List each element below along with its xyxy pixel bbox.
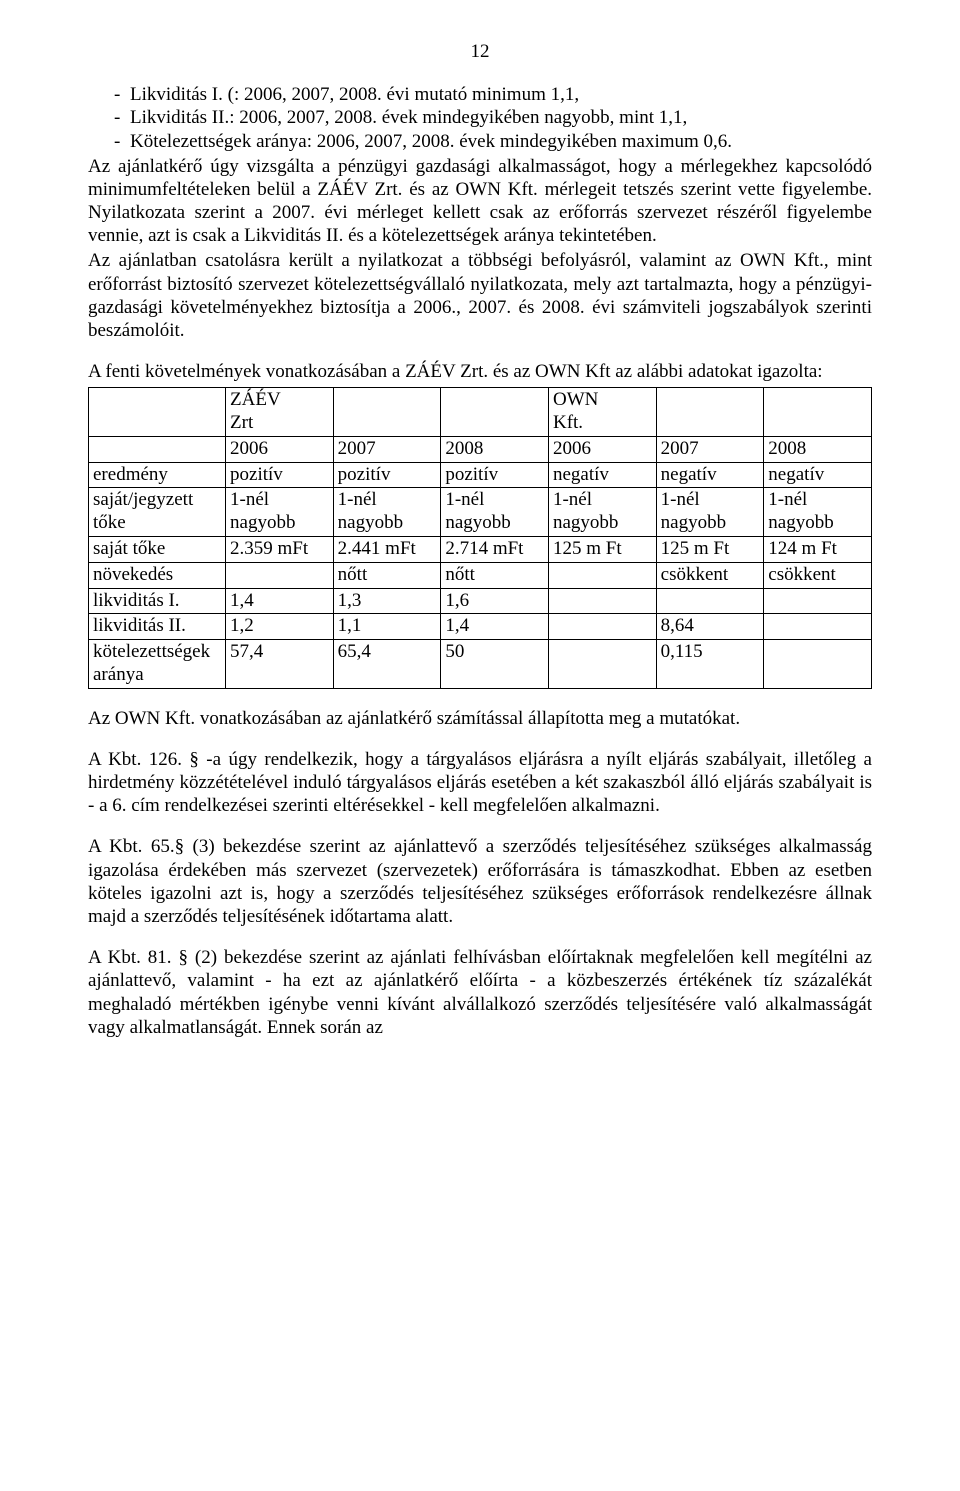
table-cell: 65,4 [333, 640, 441, 689]
table-cell: 1,6 [441, 588, 549, 614]
table-cell: ZÁÉV Zrt [226, 388, 334, 437]
header-line2: Kft. [553, 412, 583, 433]
table-cell [89, 436, 226, 462]
table-cell [764, 640, 872, 689]
table-cell [89, 388, 226, 437]
table-cell: 57,4 [226, 640, 334, 689]
table-row-label: eredmény [89, 462, 226, 488]
table-row: kötelezettségek aránya57,465,450 0,115 [89, 640, 872, 689]
table-cell: 1-nél nagyobb [441, 488, 549, 537]
table-cell: 1-nél nagyobb [764, 488, 872, 537]
paragraph: Az ajánlatkérő úgy vizsgálta a pénzügyi … [88, 155, 872, 248]
table-row-label: saját tőke [89, 537, 226, 563]
header-line1: ZÁÉV [230, 389, 281, 410]
table-cell: 2008 [764, 436, 872, 462]
table-cell: 2007 [656, 436, 764, 462]
table-header-row: ZÁÉV Zrt OWN Kft. [89, 388, 872, 437]
table-cell: 2008 [441, 436, 549, 462]
table-cell: nőtt [441, 562, 549, 588]
table-row: növekedés nőttnőtt csökkentcsökkent [89, 562, 872, 588]
table-row-label: kötelezettségek aránya [89, 640, 226, 689]
paragraph: A fenti követelmények vonatkozásában a Z… [88, 360, 872, 383]
page-container: 12 - Likviditás I. (: 2006, 2007, 2008. … [0, 0, 960, 1101]
bullet-list: - Likviditás I. (: 2006, 2007, 2008. évi… [88, 83, 872, 153]
bullet-text: Kötelezettségek aránya: 2006, 2007, 2008… [130, 130, 872, 153]
paragraph: A Kbt. 81. § (2) bekezdése szerint az aj… [88, 946, 872, 1039]
table-cell: 125 m Ft [656, 537, 764, 563]
header-line1: OWN [553, 389, 598, 410]
table-row: eredménypozitívpozitívpozitívnegatívnega… [89, 462, 872, 488]
list-item: - Likviditás I. (: 2006, 2007, 2008. évi… [88, 83, 872, 106]
table-row: likviditás I.1,41,31,6 [89, 588, 872, 614]
table-cell: 1-nél nagyobb [333, 488, 441, 537]
table-cell [764, 388, 872, 437]
bullet-dash: - [88, 130, 130, 153]
paragraph: Az OWN Kft. vonatkozásában az ajánlatkér… [88, 707, 872, 730]
table-row-label: saját/jegyzett tőke [89, 488, 226, 537]
table-cell: 2.359 mFt [226, 537, 334, 563]
table-cell: OWN Kft. [548, 388, 656, 437]
table-cell [764, 588, 872, 614]
table-cell: pozitív [441, 462, 549, 488]
table-row-label: likviditás II. [89, 614, 226, 640]
page-number: 12 [88, 40, 872, 63]
table-cell: 2007 [333, 436, 441, 462]
list-item: - Kötelezettségek aránya: 2006, 2007, 20… [88, 130, 872, 153]
table-row: saját/jegyzett tőke1-nél nagyobb1-nél na… [89, 488, 872, 537]
bullet-text: Likviditás I. (: 2006, 2007, 2008. évi m… [130, 83, 872, 106]
table-cell: 1,4 [226, 588, 334, 614]
table-row-label: növekedés [89, 562, 226, 588]
table-cell: negatív [764, 462, 872, 488]
table-cell: pozitív [226, 462, 334, 488]
header-line2: Zrt [230, 412, 253, 433]
bullet-text: Likviditás II.: 2006, 2007, 2008. évek m… [130, 106, 872, 129]
table-cell [548, 614, 656, 640]
table-cell: pozitív [333, 462, 441, 488]
table-cell: 2.441 mFt [333, 537, 441, 563]
table-row-label: likviditás I. [89, 588, 226, 614]
table-cell: 1-nél nagyobb [656, 488, 764, 537]
data-table: ZÁÉV Zrt OWN Kft. 2006 2007 2008 2006 20… [88, 387, 872, 689]
paragraph: Az ajánlatban csatolásra került a nyilat… [88, 249, 872, 342]
table-cell [764, 614, 872, 640]
table-cell: 1,1 [333, 614, 441, 640]
table-cell: 124 m Ft [764, 537, 872, 563]
table-cell [333, 388, 441, 437]
table-cell [656, 388, 764, 437]
bullet-dash: - [88, 106, 130, 129]
table-cell [226, 562, 334, 588]
table-cell [548, 640, 656, 689]
table-cell: 2.714 mFt [441, 537, 549, 563]
table-cell: 1,2 [226, 614, 334, 640]
table-cell: 0,115 [656, 640, 764, 689]
paragraph: A Kbt. 126. § -a úgy rendelkezik, hogy a… [88, 748, 872, 818]
table-cell [656, 588, 764, 614]
paragraph: A Kbt. 65.§ (3) bekezdése szerint az ajá… [88, 835, 872, 928]
list-item: - Likviditás II.: 2006, 2007, 2008. évek… [88, 106, 872, 129]
table-cell: 125 m Ft [548, 537, 656, 563]
table-cell: 2006 [226, 436, 334, 462]
table-cell: 2006 [548, 436, 656, 462]
table-cell: nőtt [333, 562, 441, 588]
table-cell [548, 588, 656, 614]
table-cell: negatív [656, 462, 764, 488]
table-row: likviditás II.1,21,11,4 8,64 [89, 614, 872, 640]
table-cell: negatív [548, 462, 656, 488]
table-row: saját tőke2.359 mFt2.441 mFt2.714 mFt125… [89, 537, 872, 563]
table-cell: 50 [441, 640, 549, 689]
table-cell [441, 388, 549, 437]
table-year-row: 2006 2007 2008 2006 2007 2008 [89, 436, 872, 462]
table-cell [548, 562, 656, 588]
table-cell: 8,64 [656, 614, 764, 640]
table-cell: csökkent [656, 562, 764, 588]
table-cell: 1,4 [441, 614, 549, 640]
table-cell: 1-nél nagyobb [226, 488, 334, 537]
table-cell: csökkent [764, 562, 872, 588]
bullet-dash: - [88, 83, 130, 106]
table-cell: 1-nél nagyobb [548, 488, 656, 537]
table-cell: 1,3 [333, 588, 441, 614]
